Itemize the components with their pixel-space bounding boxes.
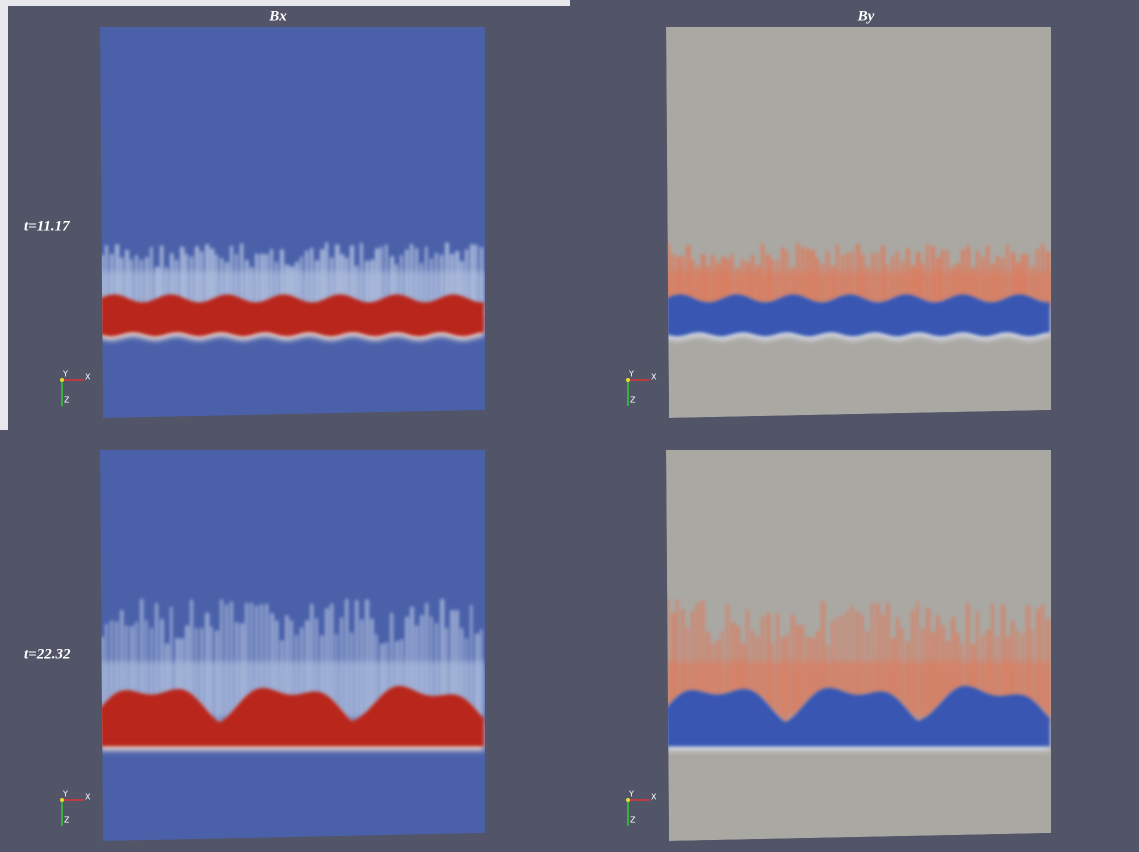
axis-label: Y	[62, 790, 68, 799]
time-label: t=11.17	[24, 218, 70, 234]
axis-label: X	[651, 373, 657, 382]
axis-label: Z	[630, 396, 636, 405]
field-panel	[666, 450, 1051, 841]
axis-label: Y	[628, 790, 634, 799]
field-panel	[666, 27, 1051, 418]
panel-background	[666, 27, 1051, 418]
y-axis	[626, 378, 630, 382]
time-label: t=22.32	[24, 646, 71, 662]
field-panel	[100, 450, 485, 841]
paraview-viewport: Bx By t=11.17 t=22.32 Y X Z Y X Z Y X Z Y X Z	[0, 0, 1139, 852]
axis-label: Z	[64, 816, 70, 825]
column-title: By	[857, 8, 875, 24]
frame-edge	[0, 0, 570, 6]
axis-label: X	[85, 793, 91, 802]
y-axis	[626, 798, 630, 802]
axis-label: X	[651, 793, 657, 802]
axis-label: X	[85, 373, 91, 382]
axis-label: Y	[62, 370, 68, 379]
column-title: Bx	[268, 8, 287, 24]
field-panel	[100, 27, 485, 418]
axis-label: Z	[64, 396, 70, 405]
panel-background	[100, 27, 485, 418]
axis-label: Y	[628, 370, 634, 379]
y-axis	[60, 378, 64, 382]
y-axis	[60, 798, 64, 802]
axis-label: Z	[630, 816, 636, 825]
frame-edge	[0, 0, 8, 430]
